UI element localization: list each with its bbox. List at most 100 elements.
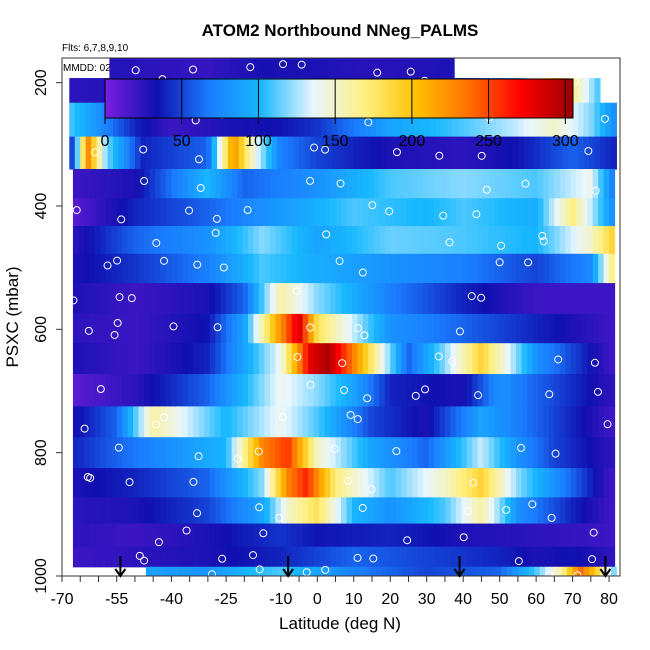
- heatmap-cell: [488, 437, 495, 469]
- heatmap-cell: [592, 283, 599, 315]
- heatmap-cell: [171, 198, 178, 227]
- heatmap-cell: [390, 313, 397, 344]
- heatmap-cell: [390, 374, 397, 408]
- heatmap-cell: [516, 253, 523, 284]
- heatmap-cell: [127, 374, 134, 408]
- heatmap-cell: [258, 468, 266, 498]
- heatmap-cell: [527, 468, 534, 498]
- heatmap-cell: [155, 523, 162, 548]
- heatmap-cell: [446, 102, 453, 138]
- heatmap-cell: [441, 566, 448, 576]
- heatmap-cell: [537, 169, 545, 199]
- heatmap-cell: [319, 313, 326, 344]
- heatmap-cell: [373, 226, 380, 255]
- heatmap-cell: [310, 566, 317, 576]
- heatmap-cell: [392, 566, 399, 576]
- heatmap-cell: [499, 374, 506, 408]
- heatmap-cell: [567, 566, 574, 576]
- heatmap-cell: [238, 566, 245, 576]
- heatmap-cell: [428, 253, 435, 284]
- heatmap-cell: [255, 566, 262, 576]
- heatmap-cell: [165, 198, 173, 227]
- heatmap-cell: [302, 198, 309, 227]
- heatmap-cell: [381, 566, 388, 576]
- heatmap-cell: [275, 406, 282, 438]
- heatmap-cell: [85, 78, 92, 104]
- heatmap-cell: [461, 283, 468, 315]
- heatmap-cell: [280, 468, 287, 498]
- heatmap-cell: [592, 169, 599, 199]
- heatmap-cell: [264, 546, 271, 568]
- heatmap-cell: [277, 102, 284, 138]
- heatmap-cell: [315, 136, 322, 170]
- heatmap-cell: [415, 58, 422, 79]
- heatmap-cell: [319, 374, 326, 408]
- heatmap-cell: [521, 313, 528, 344]
- heatmap-cell: [450, 313, 457, 344]
- heatmap-cell: [341, 313, 348, 344]
- heatmap-cell: [122, 523, 129, 548]
- heatmap-cell: [94, 343, 101, 375]
- heatmap-cell: [550, 566, 557, 576]
- heatmap-cell: [578, 136, 585, 170]
- heatmap-cell: [313, 374, 320, 408]
- heatmap-cell: [237, 198, 244, 227]
- heatmap-cell: [466, 546, 473, 568]
- heatmap-cell: [403, 566, 410, 576]
- heatmap-cell: [144, 313, 151, 344]
- heatmap-cell: [351, 437, 359, 469]
- colorbar-ticks: 0 50 100 150 200 250 300: [101, 79, 579, 150]
- heatmap-cell: [171, 546, 178, 568]
- heatmap-cell: [505, 437, 512, 469]
- heatmap-cell: [395, 406, 402, 438]
- heatmap-cell: [537, 546, 545, 568]
- heatmap-cell: [244, 136, 251, 170]
- heatmap-cell: [609, 437, 616, 469]
- heatmap-cell: [570, 283, 577, 315]
- heatmap-cell: [187, 198, 194, 227]
- sample-marker: [455, 327, 464, 336]
- heatmap-cell: [516, 374, 523, 408]
- heatmap-cell: [238, 102, 245, 138]
- heatmap-cell: [494, 198, 501, 227]
- heatmap-cell: [335, 497, 342, 525]
- heatmap-cell: [184, 136, 191, 170]
- heatmap-cell: [72, 406, 80, 438]
- heatmap-cell: [133, 253, 140, 284]
- heatmap-cell: [319, 468, 326, 498]
- heatmap-cell: [397, 566, 404, 576]
- sample-marker: [344, 476, 353, 485]
- heatmap-cell: [78, 169, 85, 199]
- heatmap-cell: [310, 102, 317, 138]
- heatmap-cell: [532, 497, 539, 525]
- heatmap-cell: [248, 497, 255, 525]
- heatmap-cell: [406, 343, 413, 375]
- heatmap-cell: [286, 198, 293, 227]
- heatmap-cell: [472, 406, 479, 438]
- heatmap-cell: [291, 226, 298, 255]
- heatmap-cell: [91, 136, 98, 170]
- heatmap-cell: [457, 136, 464, 170]
- heatmap-cell: [215, 406, 222, 438]
- heatmap-cell: [587, 437, 594, 469]
- sample-marker: [497, 241, 506, 250]
- heatmap-cell: [413, 566, 421, 576]
- heatmap-cell: [144, 523, 151, 548]
- heatmap-cell: [253, 406, 260, 438]
- heatmap-cell: [94, 283, 101, 315]
- heatmap-cell: [308, 374, 315, 408]
- heatmap-cell: [439, 283, 446, 315]
- heatmap-cell: [364, 136, 371, 170]
- heatmap-cell: [341, 253, 348, 284]
- heatmap-cell: [368, 497, 375, 525]
- heatmap-cell: [209, 169, 216, 199]
- colorbar-tick-label: 0: [101, 133, 110, 150]
- heatmap-cell: [253, 313, 260, 344]
- heatmap-cell: [78, 523, 85, 548]
- heatmap-cell: [269, 374, 276, 408]
- heatmap-cell: [527, 226, 534, 255]
- heatmap-cell: [477, 497, 484, 525]
- heatmap-cell: [258, 253, 266, 284]
- heatmap-cell: [330, 253, 337, 284]
- heatmap-cell: [89, 226, 96, 255]
